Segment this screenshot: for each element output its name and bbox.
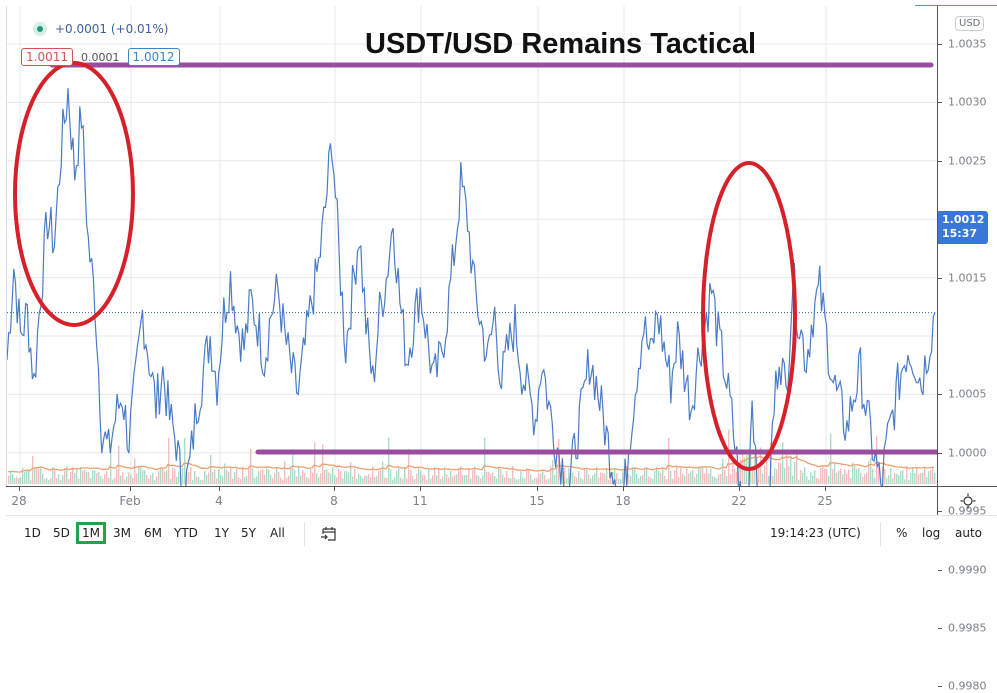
price-axis-tick (938, 394, 942, 396)
price-axis-label: 0.9985 (948, 621, 987, 635)
time-axis-tick (537, 487, 538, 491)
time-axis-label: 8 (330, 494, 338, 508)
price-axis-label: 1.0015 (948, 271, 987, 285)
price-axis-label: 0.9990 (948, 563, 987, 577)
bottom-toolbar: 1D 5D 1M 3M 6M YTD 1Y 5Y All 19:14:23 (U… (6, 515, 997, 556)
log-scale-toggle[interactable]: log (922, 526, 941, 540)
ask-price-button[interactable]: 1.0012 (127, 48, 180, 66)
last-price-tag: 1.0012 15:37 (938, 211, 988, 244)
price-chart-canvas[interactable] (7, 6, 938, 486)
price-axis-label: 0.9995 (948, 504, 987, 518)
bid-price-button[interactable]: 1.0011 (21, 48, 73, 66)
price-axis-tick (938, 277, 942, 279)
range-1m-button[interactable]: 1M (76, 522, 106, 544)
toolbar-divider (304, 522, 305, 546)
time-axis-tick (19, 487, 20, 491)
market-status-icon (33, 22, 47, 36)
price-axis-tick (938, 686, 942, 688)
legend: +0.0001 (+0.01%) (33, 22, 168, 36)
time-axis-tick (420, 487, 421, 491)
utc-clock[interactable]: 19:14:23 (UTC) (770, 526, 861, 540)
time-axis-tick (825, 487, 826, 491)
price-axis[interactable]: USD 1.00351.00301.00251.00201.00151.0005… (937, 6, 997, 693)
range-ytd-button[interactable]: YTD (174, 526, 198, 540)
range-5y-button[interactable]: 5Y (241, 526, 256, 540)
highlight-ellipse-left (13, 61, 135, 327)
chart-headline: USDT/USD Remains Tactical (365, 28, 757, 60)
price-axis-label: 1.0030 (948, 95, 987, 109)
price-axis-tick (938, 452, 942, 454)
time-axis[interactable]: 28 Feb 4 8 11 15 18 22 25 (6, 486, 937, 515)
time-axis-label: 11 (412, 494, 428, 508)
time-axis-label: 18 (615, 494, 631, 508)
price-axis-tick (938, 44, 942, 45)
price-axis-tick (938, 628, 942, 629)
grid-lines (7, 6, 938, 486)
range-3m-button[interactable]: 3M (113, 526, 131, 540)
spread-value: 0.0001 (81, 50, 120, 64)
go-to-date-calendar-icon[interactable] (320, 525, 338, 543)
time-axis-tick (623, 487, 624, 491)
range-6m-button[interactable]: 6M (144, 526, 162, 540)
highlight-ellipse-right (701, 161, 797, 471)
range-5d-button[interactable]: 5D (53, 526, 70, 540)
time-axis-tick (219, 487, 220, 491)
toolbar-divider (880, 522, 881, 546)
percent-scale-toggle[interactable]: % (896, 526, 908, 540)
price-change: +0.0001 (+0.01%) (55, 22, 169, 36)
time-axis-label: 25 (817, 494, 833, 508)
price-axis-tick (938, 511, 942, 513)
time-axis-tick (739, 487, 740, 491)
time-axis-tick (130, 487, 131, 491)
chart-settings-button[interactable] (937, 486, 997, 515)
chart-pane[interactable]: +0.0001 (+0.01%) 1.0011 0.0001 1.0012 US… (6, 6, 938, 486)
settings-sun-icon (960, 493, 976, 509)
price-axis-tick (938, 569, 942, 571)
range-1d-button[interactable]: 1D (24, 526, 41, 540)
volume-moving-average-line (7, 455, 935, 473)
time-axis-label: 15 (529, 494, 545, 508)
top-border-accent (915, 5, 997, 6)
range-all-button[interactable]: All (270, 526, 285, 540)
price-line (7, 88, 936, 486)
time-axis-label: 28 (11, 494, 27, 508)
price-axis-label: 1.0025 (948, 154, 987, 168)
price-axis-label: 0.9980 (948, 679, 987, 693)
bar-countdown: 15:37 (942, 227, 978, 240)
price-axis-tick (938, 160, 942, 162)
price-axis-label: 1.0035 (948, 37, 987, 51)
quote-panel: 1.0011 0.0001 1.0012 (21, 48, 180, 66)
currency-badge[interactable]: USD (955, 16, 985, 31)
time-axis-tick (334, 487, 335, 491)
time-axis-label: Feb (119, 494, 141, 508)
time-axis-label: 22 (731, 494, 747, 508)
price-axis-label: 1.0000 (948, 446, 987, 460)
price-axis-label: 1.0005 (948, 387, 987, 401)
range-1y-button[interactable]: 1Y (214, 526, 229, 540)
time-axis-label: 4 (215, 494, 223, 508)
last-price-value: 1.0012 (942, 213, 985, 226)
auto-scale-toggle[interactable]: auto (955, 526, 983, 540)
price-axis-tick (938, 102, 942, 104)
